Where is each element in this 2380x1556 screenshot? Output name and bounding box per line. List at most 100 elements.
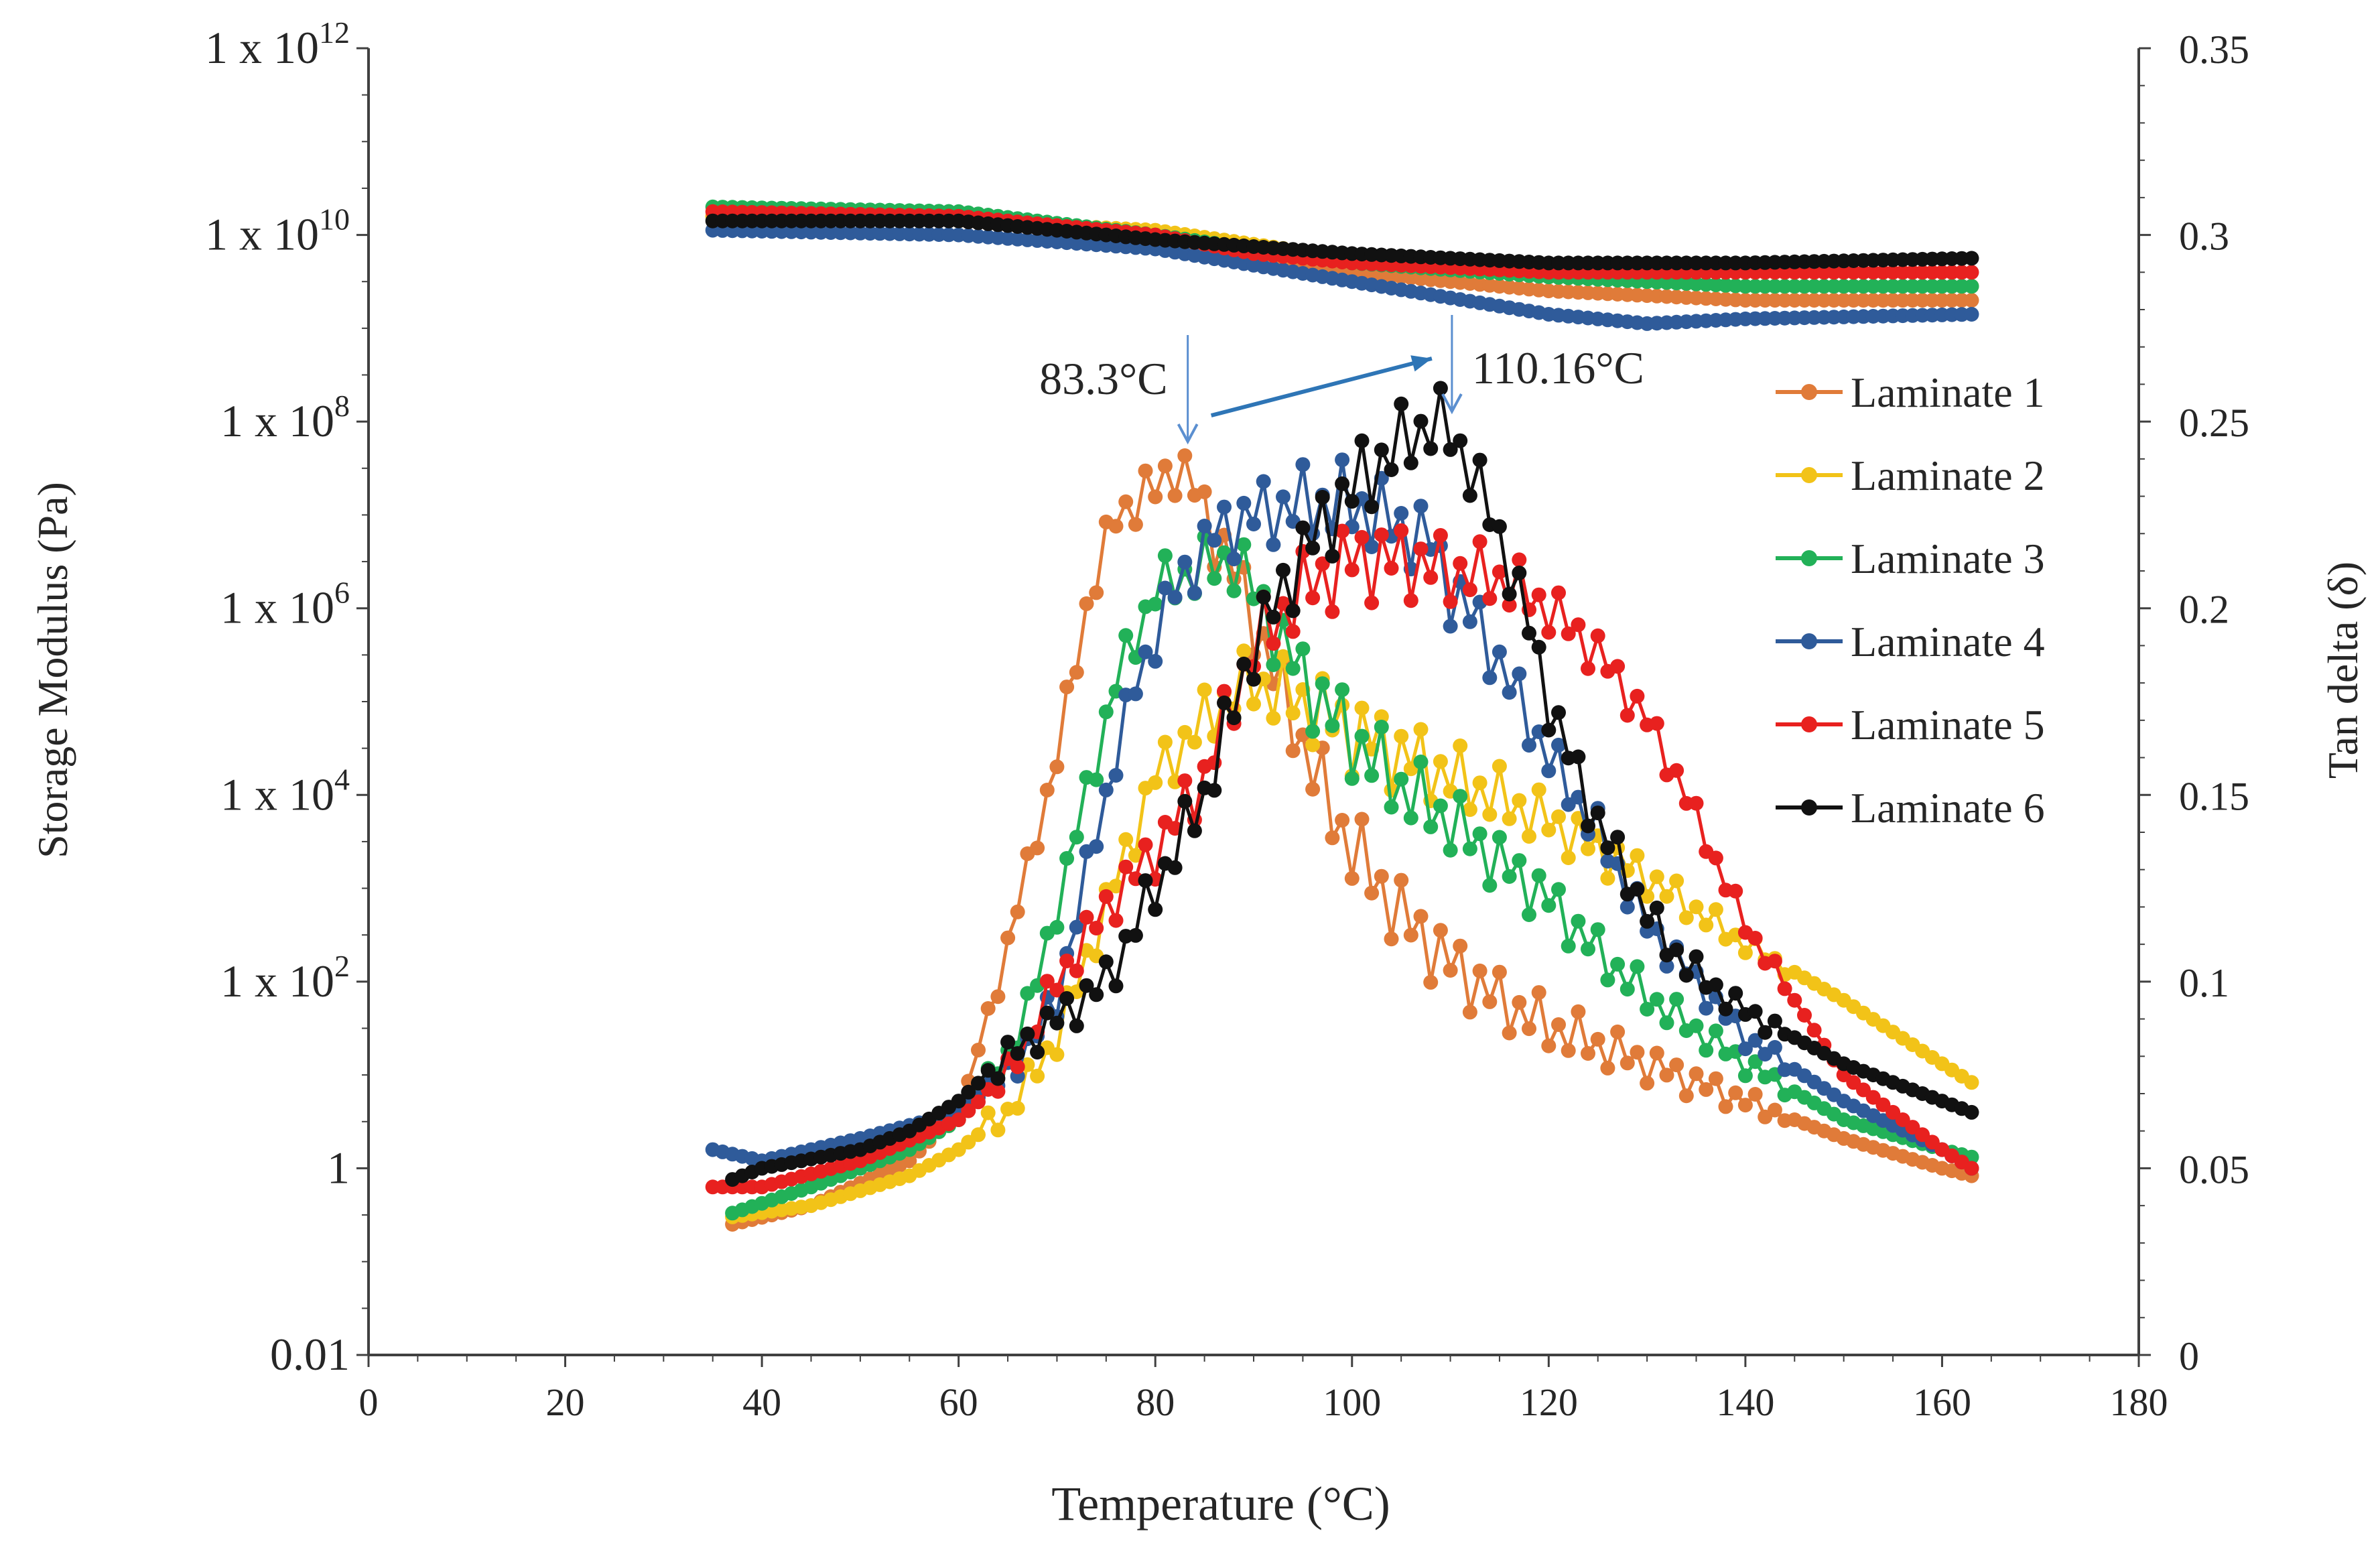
legend-label: Laminate 3 bbox=[1851, 535, 2045, 582]
data-point bbox=[1010, 1100, 1025, 1116]
data-point bbox=[1630, 688, 1645, 704]
data-point bbox=[971, 1127, 986, 1143]
data-point bbox=[1718, 1099, 1733, 1114]
data-point bbox=[1413, 909, 1429, 924]
data-point bbox=[1777, 981, 1792, 996]
data-point bbox=[1531, 639, 1546, 655]
legend-item: Laminate 3 bbox=[1776, 535, 2045, 582]
legend-item: Laminate 2 bbox=[1776, 452, 2045, 499]
data-point bbox=[1069, 665, 1084, 680]
data-point bbox=[1138, 463, 1153, 478]
data-point bbox=[951, 1112, 966, 1127]
data-point bbox=[1089, 585, 1104, 600]
legend-label: Laminate 2 bbox=[1851, 452, 2045, 499]
legend-swatch-marker bbox=[1801, 550, 1817, 566]
data-point bbox=[1305, 540, 1321, 556]
legend-item: Laminate 5 bbox=[1776, 701, 2045, 749]
data-point bbox=[980, 1063, 996, 1078]
data-point bbox=[1737, 1098, 1753, 1113]
data-point bbox=[1512, 793, 1527, 808]
data-point bbox=[1364, 595, 1380, 610]
legend-swatch-marker bbox=[1801, 633, 1817, 649]
data-point bbox=[1000, 1035, 1016, 1050]
data-point bbox=[1767, 954, 1782, 969]
data-point bbox=[1059, 679, 1075, 695]
x-tick-label: 40 bbox=[742, 1380, 781, 1424]
data-point bbox=[1148, 902, 1163, 917]
data-point bbox=[1187, 823, 1202, 838]
data-point bbox=[1413, 755, 1429, 769]
data-point bbox=[1433, 798, 1448, 814]
data-point bbox=[1069, 919, 1084, 935]
data-point bbox=[1098, 954, 1114, 970]
data-point bbox=[1551, 882, 1566, 897]
data-point bbox=[1413, 722, 1429, 737]
y-right-tick-label: 0.2 bbox=[2179, 588, 2229, 632]
data-point bbox=[1600, 972, 1615, 988]
data-point bbox=[1305, 737, 1321, 753]
data-point bbox=[1246, 696, 1261, 712]
data-point bbox=[1246, 671, 1261, 687]
data-point bbox=[971, 1094, 986, 1110]
legend-swatch-marker bbox=[1801, 716, 1817, 732]
y-left-tick-label: 0.01 bbox=[270, 1329, 350, 1380]
data-point bbox=[1482, 994, 1498, 1009]
data-point bbox=[1699, 1000, 1714, 1016]
data-point bbox=[1266, 657, 1281, 672]
legend-swatch-marker bbox=[1801, 467, 1817, 483]
y-right-tick-label: 0.15 bbox=[2179, 774, 2249, 818]
data-point bbox=[1266, 710, 1281, 726]
data-point bbox=[1433, 923, 1448, 938]
data-point bbox=[1069, 830, 1084, 845]
data-point bbox=[1148, 596, 1163, 612]
data-point bbox=[951, 1094, 966, 1109]
data-point bbox=[1039, 974, 1055, 989]
data-point bbox=[1689, 795, 1704, 811]
data-point bbox=[961, 1103, 976, 1118]
data-point bbox=[1640, 1076, 1655, 1091]
data-point bbox=[1630, 959, 1645, 974]
data-point bbox=[1108, 768, 1124, 783]
data-point bbox=[1167, 488, 1183, 503]
data-point bbox=[1443, 442, 1458, 457]
data-point bbox=[1590, 805, 1605, 821]
x-tick-label: 120 bbox=[1520, 1380, 1578, 1424]
data-point bbox=[1098, 782, 1114, 797]
data-point bbox=[1217, 695, 1232, 710]
data-point bbox=[1502, 869, 1517, 884]
data-point bbox=[1649, 869, 1664, 885]
data-point bbox=[1541, 1038, 1557, 1053]
data-point bbox=[1413, 541, 1429, 557]
data-point bbox=[1295, 641, 1311, 657]
data-point bbox=[1049, 759, 1065, 775]
data-point bbox=[1767, 1013, 1782, 1029]
data-point bbox=[1325, 548, 1340, 564]
data-point bbox=[1531, 587, 1546, 602]
data-point bbox=[1590, 628, 1605, 643]
data-point bbox=[1148, 775, 1163, 790]
data-point bbox=[990, 1084, 1006, 1099]
data-point bbox=[1472, 775, 1488, 791]
data-point bbox=[1354, 433, 1370, 448]
data-point bbox=[1266, 537, 1281, 552]
shift-arrow bbox=[1210, 356, 1433, 417]
data-point bbox=[1433, 528, 1448, 543]
data-point bbox=[1512, 666, 1527, 682]
data-point bbox=[1118, 494, 1134, 509]
data-point bbox=[980, 1001, 996, 1016]
data-point bbox=[1384, 561, 1399, 576]
data-point bbox=[1619, 899, 1635, 915]
series-layer bbox=[705, 199, 1979, 1232]
legend-swatch-marker bbox=[1801, 799, 1817, 816]
data-point bbox=[1492, 830, 1507, 845]
data-point bbox=[1512, 552, 1527, 568]
data-point bbox=[1551, 737, 1566, 753]
data-point bbox=[1659, 1015, 1674, 1031]
x-tick-label: 180 bbox=[2110, 1380, 2168, 1424]
data-point bbox=[1541, 822, 1557, 838]
data-point bbox=[1964, 293, 1979, 308]
data-point bbox=[1737, 1068, 1753, 1084]
data-point bbox=[1049, 1047, 1065, 1062]
data-point bbox=[1256, 589, 1271, 604]
legend-label: Laminate 5 bbox=[1851, 701, 2045, 749]
